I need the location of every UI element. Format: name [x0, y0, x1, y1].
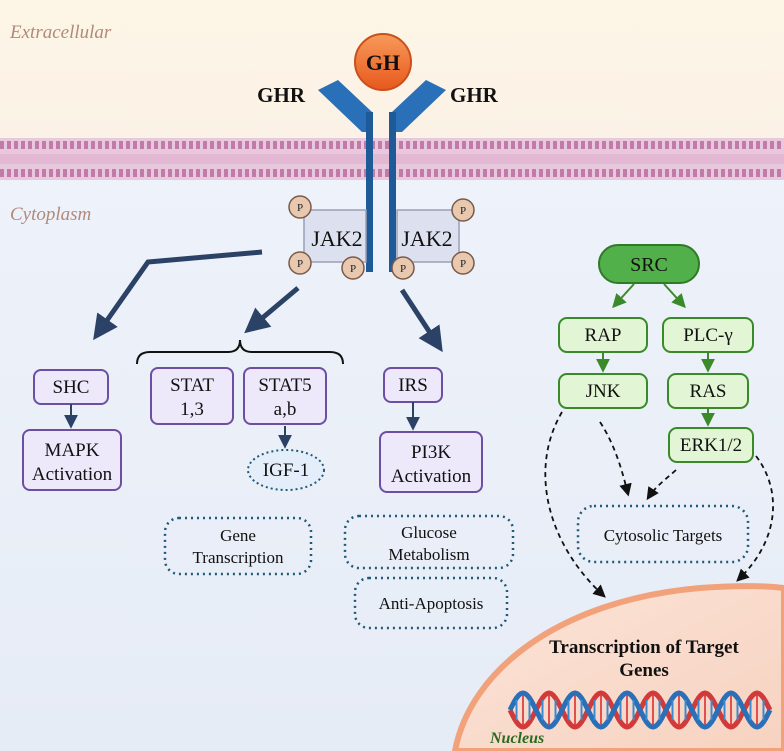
phosphate-icon: P	[341, 256, 365, 280]
glucose-metabolism-box	[343, 514, 515, 570]
ghr-right-label: GHR	[450, 83, 499, 107]
igf1-label: IGF-1	[263, 460, 309, 481]
mapk-label-line2: Activation	[32, 464, 113, 485]
phosphate-icon: P	[451, 251, 475, 275]
extracellular-label: Extracellular	[9, 22, 112, 43]
stat-brace	[136, 339, 344, 365]
glucose-line1: Glucose	[401, 523, 457, 542]
jak2-left-label: JAK2	[311, 226, 362, 251]
igf1-node	[247, 449, 325, 491]
gh-label: GH	[366, 50, 400, 75]
arrow-to-irs	[399, 288, 443, 353]
anti-apoptosis-label: Anti-Apoptosis	[379, 594, 484, 613]
arrow-to-stat	[244, 286, 300, 334]
ghr-left-label: GHR	[257, 83, 306, 107]
glucose-line2: Metabolism	[388, 545, 469, 564]
rap-label: RAP	[585, 325, 622, 346]
stat5-box	[243, 367, 327, 425]
gene-transcription-box	[163, 516, 313, 576]
phosphate-icon: P	[451, 198, 475, 222]
mapk-label-line1: MAPK	[45, 440, 100, 461]
ghr-receptor-right	[389, 80, 446, 272]
gene-transcription-line2: Transcription	[193, 548, 284, 567]
stat13-box	[150, 367, 234, 425]
svg-text:P: P	[350, 263, 356, 275]
irs-label: IRS	[398, 375, 428, 396]
arrow-to-shc	[93, 249, 263, 341]
dashed-jnk-cytosolic	[599, 421, 632, 497]
jak2-right-label: JAK2	[401, 226, 452, 251]
anti-apoptosis-box	[353, 576, 509, 630]
stat13-line2: 1,3	[180, 399, 204, 420]
target-genes-line2: Genes	[619, 660, 669, 681]
phosphate-icon: P	[288, 251, 312, 275]
src-label: SRC	[630, 254, 668, 276]
gene-transcription-line1: Gene	[220, 526, 256, 545]
stat5-line1: STAT5	[258, 375, 311, 396]
cytosolic-targets-box	[576, 504, 750, 564]
arrow-src-rap	[612, 283, 635, 309]
phosphate-groups: P P P P P P	[288, 195, 475, 280]
arrow-src-plc	[663, 283, 686, 309]
stat5-line2: a,b	[274, 399, 297, 420]
svg-text:P: P	[460, 205, 466, 217]
jnk-label: JNK	[586, 381, 621, 402]
stat13-line1: STAT	[170, 375, 214, 396]
dashed-erk-nucleus	[736, 455, 774, 582]
phosphate-icon: P	[391, 256, 415, 280]
target-genes-line1: Transcription of Target	[549, 637, 739, 658]
svg-text:P: P	[400, 263, 406, 275]
jak2-right-box	[396, 209, 460, 263]
dna-helix-icon	[507, 690, 773, 730]
svg-text:P: P	[297, 258, 303, 270]
svg-text:P: P	[297, 202, 303, 214]
ras-label: RAS	[690, 381, 727, 402]
jak2-left-box	[303, 209, 367, 263]
src-box	[598, 244, 700, 284]
gh-ligand	[354, 33, 412, 91]
dashed-erk-cytosolic	[646, 469, 677, 501]
mapk-box	[22, 429, 122, 491]
pi3k-line1: PI3K	[411, 442, 451, 463]
svg-text:P: P	[460, 258, 466, 270]
shc-label: SHC	[53, 377, 90, 398]
plc-label: PLC-γ	[683, 325, 733, 346]
pi3k-box	[379, 431, 483, 493]
ghr-receptor-left	[318, 80, 373, 272]
phosphate-icon: P	[288, 195, 312, 219]
cytoplasm-label: Cytoplasm	[10, 204, 91, 225]
cytosolic-targets-label: Cytosolic Targets	[604, 526, 723, 545]
pi3k-line2: Activation	[391, 466, 472, 487]
jnk-box	[558, 373, 648, 409]
nucleus-label: Nucleus	[489, 730, 544, 747]
erk-label: ERK1/2	[680, 435, 742, 456]
erk-box	[668, 427, 754, 463]
